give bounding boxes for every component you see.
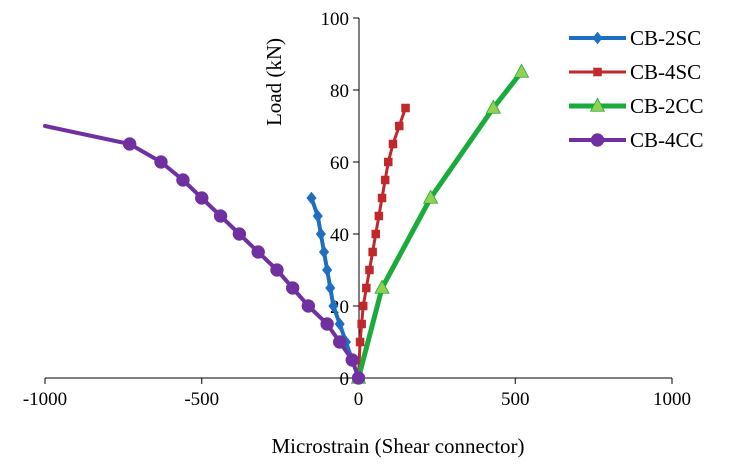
- data-point-cb-2cc: [513, 63, 530, 78]
- legend-label-cb-4sc: CB-4SC: [630, 60, 701, 84]
- series-cb-4cc: [43, 124, 366, 385]
- legend-marker-cb-4sc: [593, 67, 602, 77]
- data-point-cb-4cc: [176, 173, 190, 187]
- x-tick-label: 0: [354, 389, 364, 410]
- y-tick-label: 60: [330, 153, 349, 174]
- data-point-cb-2sc: [312, 209, 323, 223]
- legend-label-cb-4cc: CB-4CC: [630, 128, 704, 152]
- legend-marker-cb-2sc: [592, 31, 603, 45]
- series-line-cb-4cc: [43, 124, 361, 380]
- x-tick-label: 500: [501, 389, 530, 410]
- series-line-cb-2cc: [356, 69, 525, 381]
- data-point-cb-2sc: [325, 281, 336, 295]
- data-point-cb-2sc: [315, 227, 327, 241]
- data-point-cb-2sc: [334, 317, 345, 331]
- data-point-cb-4sc: [357, 319, 366, 329]
- data-point-cb-4cc: [154, 155, 168, 169]
- data-point-cb-4cc: [345, 353, 359, 367]
- legend-marker-cb-4cc: [590, 133, 605, 147]
- data-point-cb-2cc: [422, 189, 439, 204]
- data-point-cb-4cc: [320, 317, 334, 331]
- series-cb-4sc: [354, 103, 410, 383]
- legend-label-cb-2sc: CB-2SC: [630, 26, 701, 50]
- data-point-cb-4sc: [388, 139, 398, 149]
- y-axis-title: Load (kN): [262, 38, 286, 126]
- data-point-cb-2sc: [318, 245, 330, 259]
- legend: CB-2SC CB-4SC CB-2CC CB-4CC: [569, 26, 704, 152]
- data-point-cb-4cc: [301, 299, 316, 313]
- series-cb-2cc: [350, 63, 530, 384]
- data-point-cb-4cc: [232, 227, 247, 241]
- x-axis-title: Microstrain (Shear connector): [271, 434, 524, 458]
- x-tick-label: -500: [184, 389, 219, 410]
- data-point-cb-4sc: [401, 103, 410, 113]
- legend-item-cb-2cc: CB-2CC: [569, 94, 704, 118]
- y-tick-label: 80: [330, 81, 349, 102]
- data-point-cb-4cc: [270, 263, 284, 277]
- data-point-cb-4cc: [195, 191, 209, 205]
- legend-item-cb-4sc: CB-4SC: [569, 60, 701, 84]
- data-point-cb-4cc: [332, 335, 347, 349]
- data-point-cb-4sc: [371, 229, 380, 239]
- data-point-cb-4cc: [122, 137, 137, 151]
- data-point-cb-4sc: [358, 301, 368, 311]
- legend-item-cb-2sc: CB-2SC: [569, 26, 701, 50]
- data-point-cb-4sc: [355, 337, 365, 347]
- y-tick-label: 0: [340, 369, 350, 390]
- data-point-cb-2cc: [374, 279, 390, 294]
- data-point-cb-4cc: [213, 209, 228, 223]
- data-point-cb-4cc: [251, 245, 265, 259]
- data-point-cb-4sc: [384, 157, 393, 167]
- data-point-cb-2sc: [306, 191, 317, 205]
- data-point-cb-4sc: [380, 175, 390, 185]
- data-point-cb-2sc: [328, 299, 339, 313]
- series-layer: [43, 63, 530, 385]
- data-point-cb-2cc: [485, 99, 501, 114]
- data-point-cb-2sc: [322, 263, 333, 277]
- data-point-cb-4sc: [395, 121, 404, 131]
- data-point-cb-4cc: [285, 281, 300, 295]
- data-point-cb-4sc: [374, 211, 384, 221]
- x-tick-label: -1000: [23, 389, 67, 410]
- legend-item-cb-4cc: CB-4CC: [569, 128, 704, 152]
- legend-marker-cb-2cc: [589, 97, 606, 112]
- x-tick-label: 1000: [653, 389, 691, 410]
- data-point-cb-4sc: [362, 283, 371, 293]
- y-tick-label: 40: [330, 225, 349, 246]
- y-tick-label: 100: [321, 9, 350, 30]
- data-point-cb-4sc: [368, 247, 377, 257]
- series-line-cb-4sc: [357, 106, 408, 380]
- data-point-cb-4cc: [351, 371, 366, 385]
- data-point-cb-4sc: [365, 265, 374, 275]
- legend-label-cb-2cc: CB-2CC: [630, 94, 704, 118]
- data-point-cb-4sc: [377, 193, 387, 203]
